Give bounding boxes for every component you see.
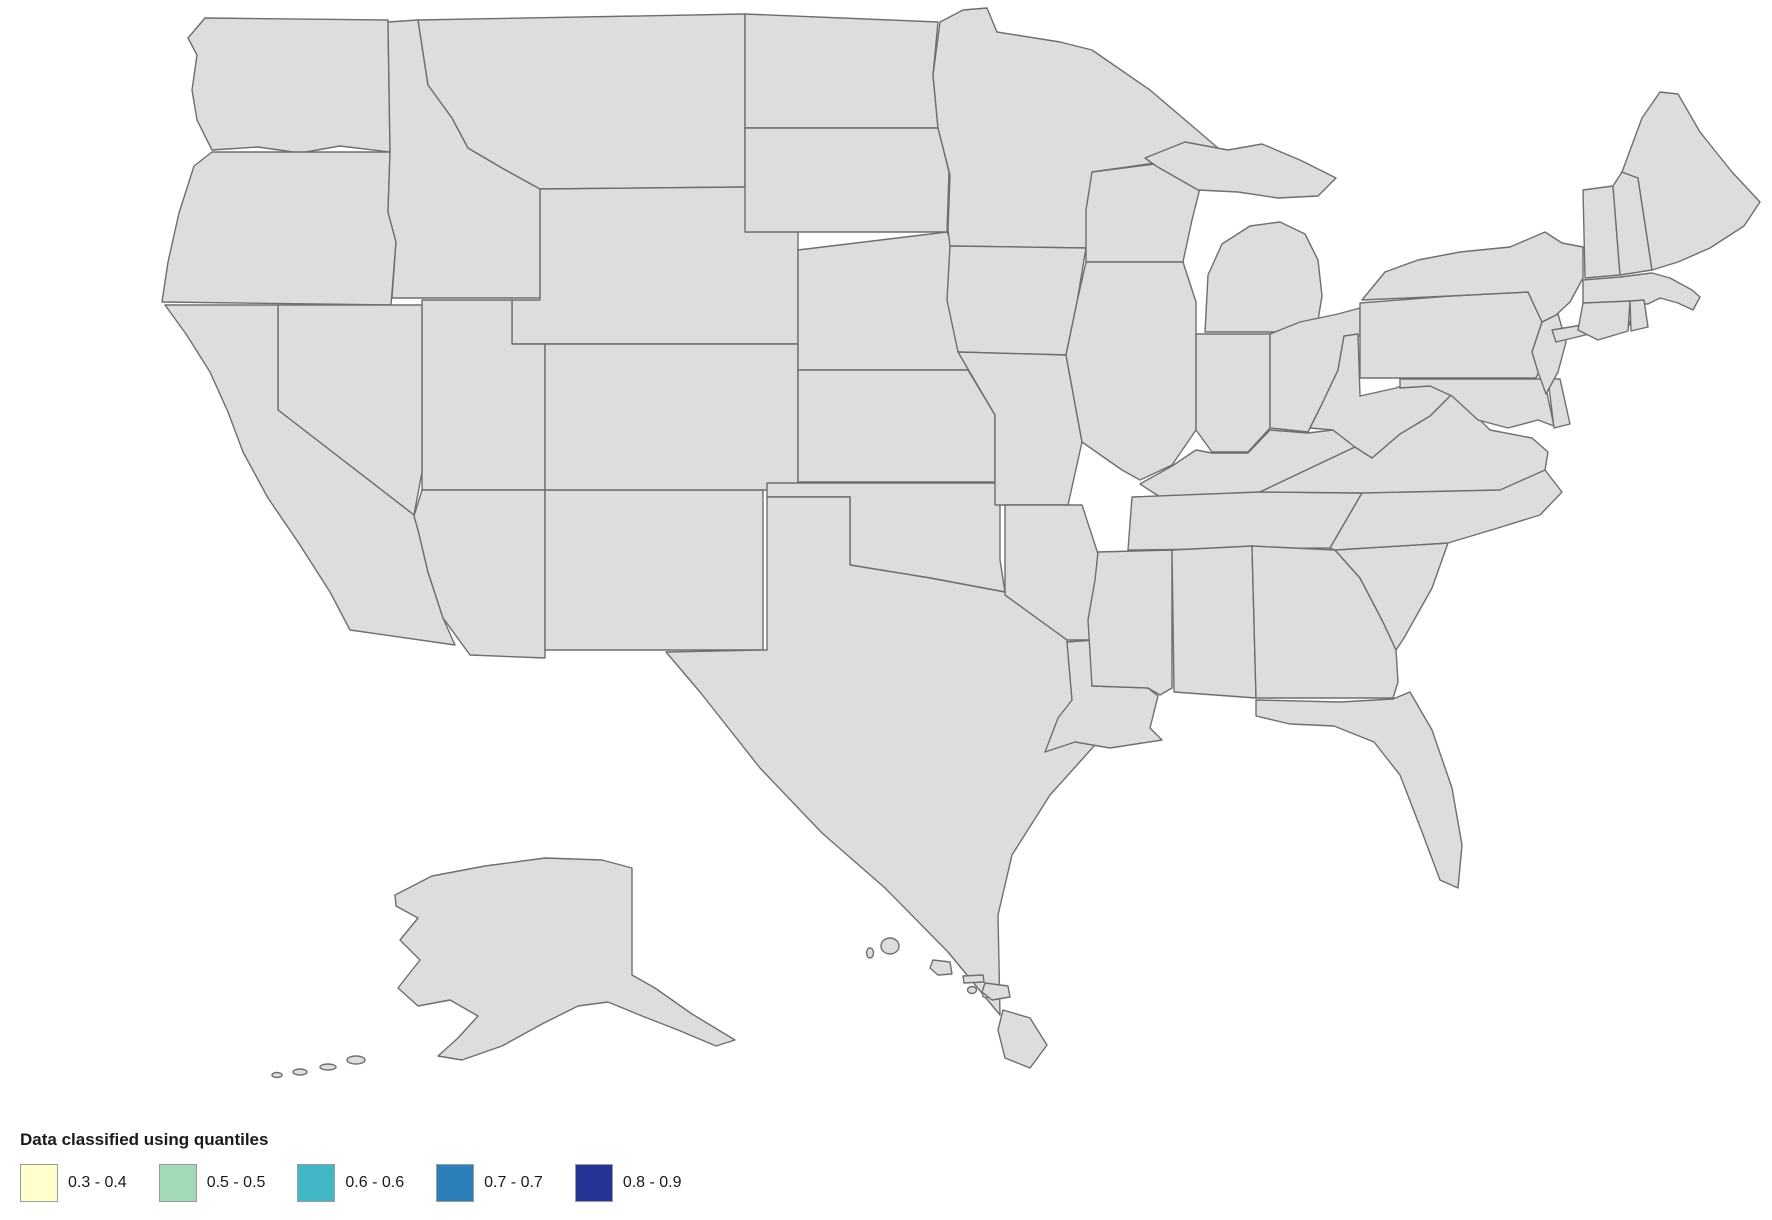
state-mi[interactable] (1144, 141, 1337, 333)
state-nd[interactable] (744, 13, 939, 129)
legend: Data classified using quantiles 0.3 - 0.… (20, 1130, 714, 1202)
legend-swatch-class-4 (436, 1164, 475, 1202)
state-al[interactable] (1171, 545, 1257, 699)
legend-title: Data classified using quantiles (20, 1130, 269, 1149)
state-me[interactable] (1621, 91, 1761, 271)
legend-label-class-1: 0.3 - 0.4 (68, 1174, 127, 1191)
state-de[interactable] (1547, 378, 1571, 429)
state-sd[interactable] (744, 127, 950, 233)
state-hi[interactable] (865, 937, 1048, 1069)
state-ks[interactable] (797, 369, 996, 483)
legend-item-class-3: 0.6 - 0.6 (297, 1164, 404, 1202)
legend-label-class-3: 0.6 - 0.6 (345, 1174, 405, 1191)
legend-item-class-5: 0.8 - 0.9 (574, 1164, 682, 1202)
state-pa[interactable] (1359, 291, 1543, 379)
state-or[interactable] (161, 151, 397, 306)
legend-swatch-class-1 (20, 1164, 58, 1202)
legend-item-class-1: 0.3 - 0.4 (20, 1164, 127, 1202)
legend-item-class-2: 0.5 - 0.5 (158, 1164, 266, 1202)
state-in[interactable] (1195, 333, 1271, 453)
legend-label-class-2: 0.5 - 0.5 (206, 1174, 266, 1191)
state-il[interactable] (1065, 261, 1197, 481)
state-ca[interactable] (164, 304, 456, 646)
legend-row: 0.3 - 0.4 0.5 - 0.5 0.6 - 0.6 0.7 - 0.7 … (20, 1164, 714, 1202)
state-tx[interactable] (665, 496, 1096, 1016)
state-fl[interactable] (1255, 691, 1463, 889)
state-ct[interactable] (1577, 300, 1631, 341)
legend-swatch-class-2 (158, 1164, 197, 1202)
state-wa[interactable] (187, 17, 391, 154)
state-ak[interactable] (271, 857, 736, 1079)
legend-swatch-class-5 (574, 1164, 613, 1202)
state-nm[interactable] (544, 489, 764, 651)
legend-label-class-4: 0.7 - 0.7 (484, 1174, 543, 1191)
state-ms[interactable] (1087, 549, 1173, 696)
state-sc[interactable] (1334, 542, 1449, 651)
state-tn[interactable] (1127, 491, 1363, 551)
legend-item-class-4: 0.7 - 0.7 (436, 1164, 543, 1202)
state-ri[interactable] (1629, 299, 1649, 332)
state-ia[interactable] (946, 245, 1087, 356)
legend-swatch-class-3 (297, 1164, 336, 1202)
state-co[interactable] (544, 343, 799, 491)
legend-label-class-5: 0.8 - 0.9 (622, 1174, 682, 1191)
